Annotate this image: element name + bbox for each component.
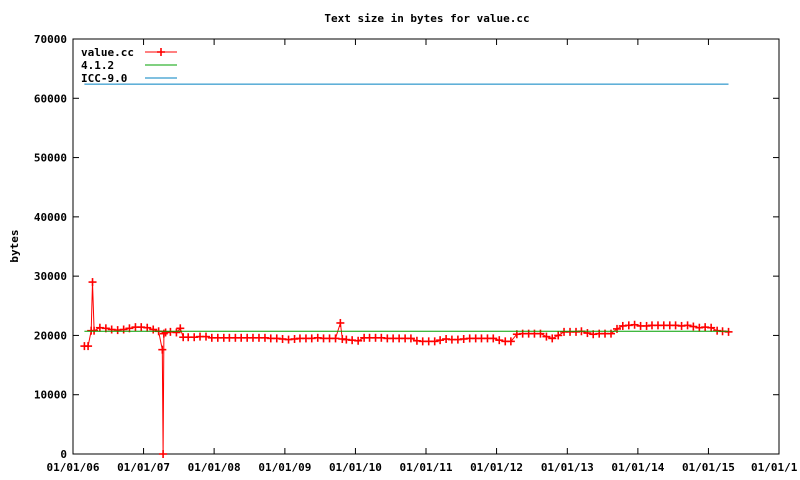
y-tick-label: 60000 [34, 92, 67, 105]
x-tick-label: 01/01/1 [751, 461, 798, 474]
data-point [630, 320, 639, 329]
data-point [683, 321, 692, 330]
x-tick-label: 01/01/11 [400, 461, 453, 474]
data-point [159, 450, 168, 458]
x-axis-ticks: 01/01/06 01/01/07 01/01/08 01/01/09 01/01/10… [47, 39, 798, 474]
data-point [554, 331, 563, 340]
x-tick-label: 01/01/13 [541, 461, 594, 474]
data-point [172, 328, 181, 337]
x-tick-label: 01/01/06 [47, 461, 100, 474]
x-tick-label: 01/01/10 [329, 461, 382, 474]
data-point [406, 334, 415, 343]
y-tick-label: 50000 [34, 152, 67, 165]
data-point [689, 322, 698, 331]
data-point [506, 337, 515, 346]
legend-label: 4.1.2 [81, 59, 114, 72]
y-tick-label: 30000 [34, 270, 67, 283]
x-tick-label: 01/01/12 [470, 461, 523, 474]
data-point [119, 325, 128, 334]
y-tick-label: 0 [60, 448, 67, 461]
y-tick-label: 10000 [34, 389, 67, 402]
data-point [354, 336, 363, 345]
chart-title: Text size in bytes for value.cc [324, 12, 529, 25]
data-point [158, 345, 167, 354]
data-point [489, 334, 498, 343]
data-point [495, 336, 504, 345]
x-tick-label: 01/01/15 [682, 461, 735, 474]
data-point [331, 334, 340, 343]
data-point [336, 318, 345, 327]
data-point [436, 336, 445, 345]
x-tick-label: 01/01/08 [188, 461, 241, 474]
data-point [724, 327, 733, 336]
legend-label: value.cc [81, 46, 134, 59]
data-point [542, 332, 551, 341]
data-point [88, 278, 97, 287]
data-point [84, 342, 93, 351]
y-axis-label: bytes [8, 229, 21, 262]
series-1 [80, 278, 733, 458]
x-tick-label: 01/01/07 [117, 461, 170, 474]
data-point [583, 329, 592, 338]
x-tick-label: 01/01/09 [258, 461, 311, 474]
plot-area-frame [72, 38, 780, 455]
y-tick-label: 70000 [34, 33, 67, 46]
data-point [430, 337, 439, 346]
data-point [548, 334, 557, 343]
data-point [707, 323, 716, 332]
series-line [84, 282, 729, 455]
x-tick-label: 01/01/14 [611, 461, 664, 474]
data-point [149, 325, 158, 334]
y-tick-label: 20000 [34, 329, 67, 342]
series-layer [80, 83, 733, 458]
data-point [143, 323, 152, 332]
y-axis-ticks: 0 10000 20000 30000 40000 50000 60000 70000 [34, 33, 779, 461]
legend-label: ICC-9.0 [81, 72, 127, 85]
y-tick-label: 40000 [34, 211, 67, 224]
data-point [90, 326, 99, 335]
data-point [202, 332, 211, 341]
